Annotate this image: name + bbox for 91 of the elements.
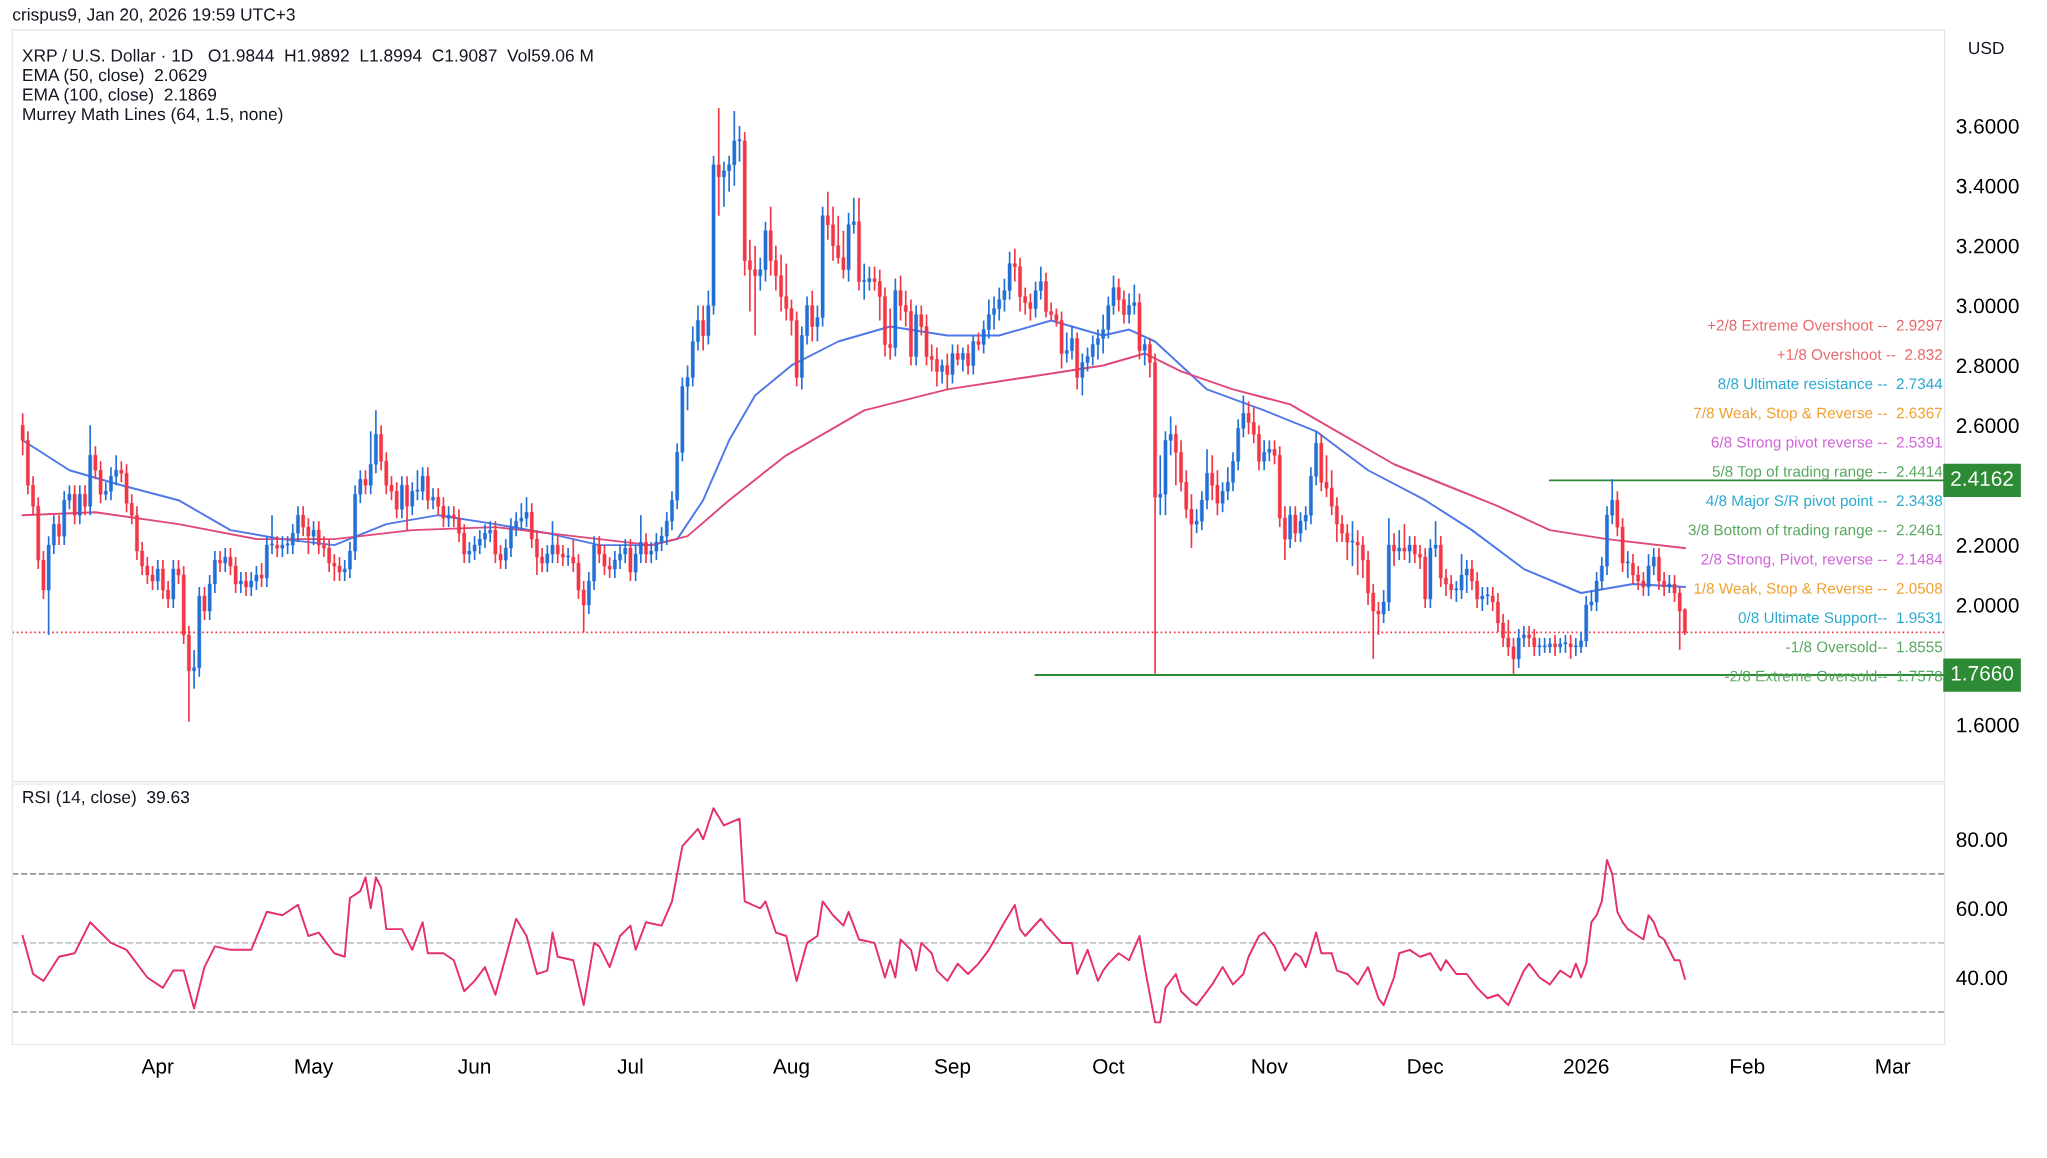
candlestick [1397,529,1402,561]
x-tick-label: Sep [934,1058,971,1078]
candlestick [966,343,970,376]
x-tick-label: Jun [458,1059,491,1074]
candlestick [955,343,960,367]
data-label: 2.4162 [1951,471,2013,486]
annotation: +1/8 Overshoot -- 2.832 [1777,348,1942,360]
candlestick [275,535,280,558]
annotation: Murrey Math Lines (64, 1.5, none) [23,107,283,124]
candlestick [940,358,944,385]
candlestick [77,484,82,525]
candlestick [971,334,976,376]
candlestick [83,484,87,517]
candlestick [57,514,61,546]
annotation: -1/8 Oversold-- 1.8555 [1786,641,1943,653]
y-tick-label: 3.2000 [1956,238,2019,254]
annotation: 7/8 Weak, Stop & Reverse -- 2.6367 [1694,407,1942,422]
candlestick [259,562,264,588]
candlestick [1402,523,1407,561]
candlestick [426,466,430,511]
data-label: 1.7660 [1951,665,2014,681]
annotation: 0/8 Ultimate Support-- 1.9531 [1738,611,1942,627]
candlestick [72,484,77,525]
line-series [21,807,1686,1024]
candlestick [202,586,207,621]
candlestick [1407,535,1412,564]
annotation: EMA (50, close) 2.0629 [23,68,207,85]
y-tick-label: 2.8000 [1956,358,2019,374]
annotation: 8/8 Ultimate resistance -- 2.7344 [1718,377,1943,390]
y-tick-label: 2.2000 [1956,538,2019,553]
candlestick [155,559,160,591]
candlestick [244,571,248,597]
candlestick [405,475,409,531]
annotation: XRP / U.S. Dollar · 1D O1.9844 H1.9892 L1.8994 C1.9087 Vol59.06 M [22,48,593,62]
chart-title: crispus9, Jan 20, 2026 19:59 UTC+3 [13,7,295,25]
candlestick [961,346,965,373]
annotation: 6/8 Strong pivot reverse -- 2.5391 [1711,436,1942,451]
candlestick [1553,634,1557,657]
y-tick-label: 2.0000 [1956,597,2019,613]
candlestick [311,520,316,546]
candlestick [950,343,955,385]
y-tick-label: 40.00 [1956,970,2008,986]
line-series [21,352,1686,550]
candlestick [223,547,228,573]
candlestick [1350,520,1355,567]
candlestick [363,469,368,496]
y-tick-label: 1.6000 [1957,717,2019,733]
annotation: 5/8 Top of trading range -- 2.4414 [1712,465,1943,480]
candlestick [218,550,222,573]
candlestick [701,304,705,352]
candlestick [566,547,570,567]
x-tick-label: Aug [772,1059,809,1078]
annotation: 4/8 Major S/R pivot point -- 2.3438 [1706,494,1943,510]
x-tick-label: Feb [1731,1058,1765,1074]
annotation: 3/8 Bottom of trading range -- 2.2461 [1688,524,1942,539]
x-tick-label: 2026 [1564,1058,1609,1074]
candlestick [400,475,404,519]
candlestick [239,571,243,594]
annotation: 2/8 Strong, Pivot, reverse -- 2.1484 [1701,553,1943,568]
candlestick [431,487,435,511]
candlestick [644,532,648,564]
candlestick [1392,532,1396,567]
candlestick [1293,505,1298,543]
y-tick-label: 60.00 [1956,901,2008,917]
annotation: EMA (100, close) 2.1869 [23,87,217,105]
candlestick [1625,550,1630,579]
candlestick [628,538,633,582]
y-tick-label: 3.4000 [1956,178,2019,194]
annotation: 1/8 Weak, Stop & Reverse -- 2.0508 [1694,582,1943,597]
annotation: +2/8 Extreme Overshoot -- 2.9297 [1707,319,1942,331]
x-tick-label: Mar [1876,1059,1911,1074]
y-tick-label: 3.0000 [1956,298,2019,314]
candlestick [716,107,721,217]
annotation: RSI (14, close) 39.63 [23,790,190,807]
candlestick [1568,634,1573,660]
candlestick [446,505,451,528]
candlestick [1288,505,1292,549]
y-tick-label: 80.00 [1956,832,2008,848]
x-tick-label: Nov [1252,1059,1288,1074]
candlestick [1142,337,1147,367]
x-tick-label: Oct [1093,1058,1125,1074]
candlestick [945,352,950,391]
x-tick-label: Dec [1408,1059,1444,1074]
y-axis-title: USD [1969,41,2004,55]
x-tick-label: May [295,1059,334,1078]
x-tick-label: Jul [617,1058,643,1074]
line-series [21,319,1686,594]
y-tick-label: 3.6000 [1956,118,2019,134]
x-tick-label: Apr [141,1059,174,1078]
candlestick [810,289,815,343]
y-tick-label: 2.6000 [1956,418,2019,434]
